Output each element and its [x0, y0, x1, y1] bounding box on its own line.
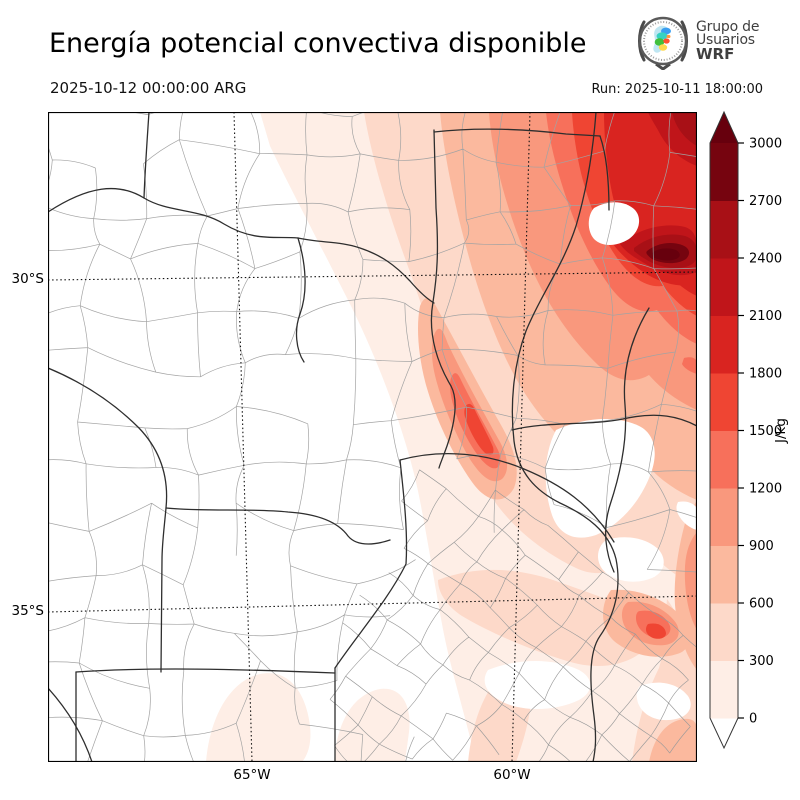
- lat-tick-label: 30°S: [11, 271, 45, 287]
- cape-field: [206, 112, 697, 762]
- logo-rainbow-map: [653, 25, 671, 53]
- colorbar-segment: [710, 430, 738, 489]
- colorbar-tick-label: 2700: [749, 194, 782, 209]
- cape-map: [48, 112, 697, 762]
- colorbar-segment: [710, 488, 738, 546]
- colorbar-tick-label: 0: [749, 712, 757, 727]
- map-border: [48, 112, 697, 762]
- colorbar-segment: [710, 258, 738, 316]
- colorbar-segment: [710, 200, 738, 259]
- colorbar-panel: 0 300 600 900 1200 1500 1800 2100 2400 2700 3000 J/…: [705, 100, 800, 765]
- colorbar-tick-label: 2100: [749, 309, 782, 324]
- province-boundaries: [48, 112, 697, 762]
- colorbar-tick-label: 900: [749, 539, 774, 554]
- colorbar-tick-label: 1500: [749, 424, 782, 439]
- wrf-users-group-logo: Grupo de Usuarios WRF: [636, 12, 759, 70]
- colorbar-segment: [710, 660, 738, 719]
- lon-tick-label: 60°W: [493, 767, 531, 783]
- colorbar-segment: [710, 373, 738, 431]
- department-boundaries-buenosaires: [329, 469, 697, 762]
- map-panel: [48, 112, 697, 762]
- page-title: Energía potencial convectiva disponible: [49, 28, 587, 59]
- colorbar-tick-label: 3000: [749, 137, 782, 152]
- logo-line2: Usuarios: [696, 32, 755, 49]
- colorbar-over-arrow: [710, 112, 738, 143]
- logo-line1: Grupo de: [696, 18, 760, 35]
- colorbar-segment: [710, 603, 738, 661]
- lon-tick-label: 65°W: [233, 767, 271, 783]
- valid-time-label: 2025-10-12 00:00:00 ARG: [50, 79, 247, 97]
- colorbar-segment: [710, 315, 738, 374]
- colorbar-tick-label: 600: [749, 597, 774, 612]
- colorbar-under-arrow: [710, 718, 738, 748]
- colorbar-tick-label: 1200: [749, 482, 782, 497]
- lat-tick-label: 35°S: [11, 603, 45, 619]
- colorbar-tick-label: 1800: [749, 367, 782, 382]
- colorbar-unit-label: J/kg: [773, 418, 789, 444]
- colorbar-segment: [710, 143, 738, 201]
- run-time-label: Run: 2025-10-11 18:00:00: [591, 82, 763, 97]
- logo-line3: WRF: [696, 44, 735, 63]
- colorbar-tick-label: 2400: [749, 252, 782, 267]
- colorbar-segment: [710, 545, 738, 604]
- graticule-gridlines: [48, 112, 697, 762]
- colorbar-tick-label: 300: [749, 654, 774, 669]
- colorbar: 0 300 600 900 1200 1500 1800 2100 2400 2700 3000 J/…: [709, 110, 789, 750]
- logo-badge-icon: [638, 16, 688, 70]
